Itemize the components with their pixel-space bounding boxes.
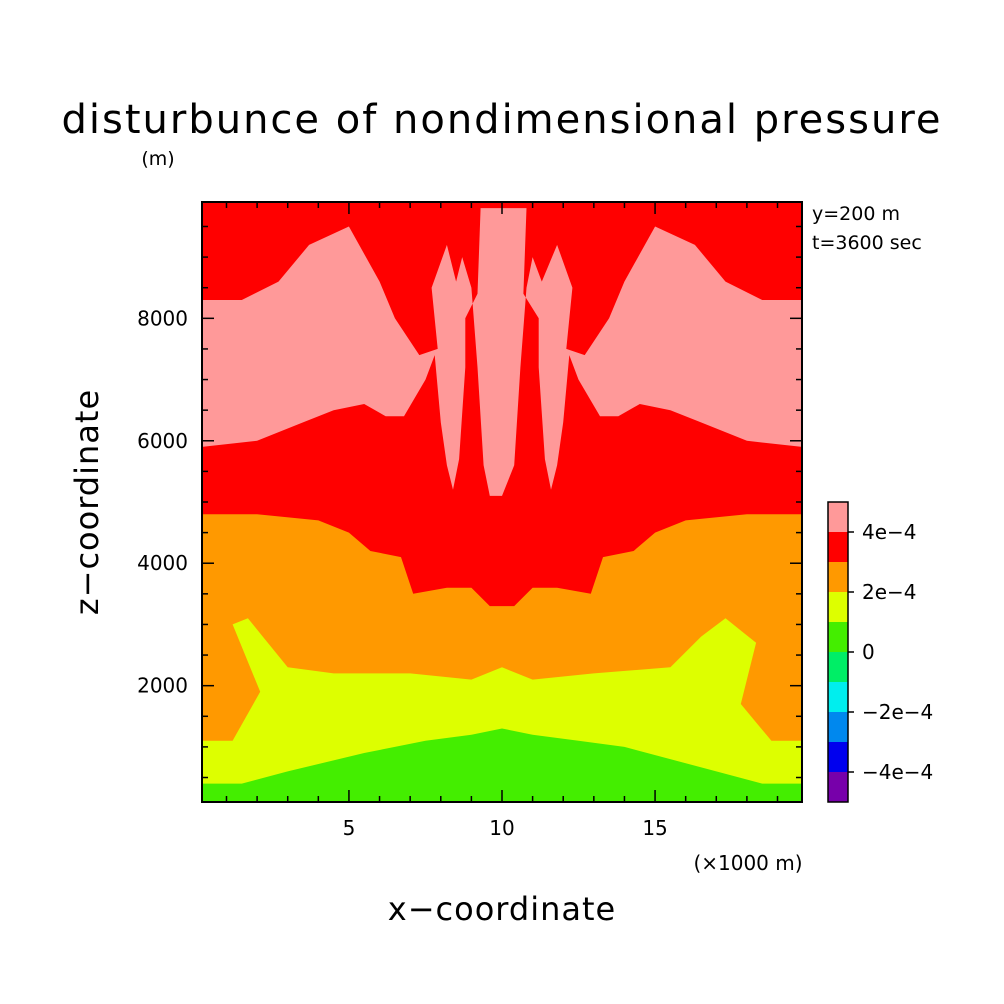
x-tick-label: 15	[642, 816, 667, 840]
colorbar-swatch	[828, 742, 848, 772]
y-tick-label: 2000	[137, 674, 188, 698]
colorbar-swatch	[828, 592, 848, 622]
colorbar-swatch	[828, 652, 848, 682]
contour-band-above-4e-4	[202, 208, 802, 496]
colorbar-label: 4e−4	[862, 520, 917, 544]
colorbar-swatch	[828, 712, 848, 742]
plot-area: 5 10 15 2000 4000 6000 8000	[137, 201, 803, 840]
x-axis-label: x−coordinate	[388, 890, 616, 928]
colorbar-label: −2e−4	[862, 700, 933, 724]
y-tick-label: 4000	[137, 551, 188, 575]
x-tick-label: 5	[343, 816, 356, 840]
colorbar-swatch	[828, 532, 848, 562]
colorbar-swatch	[828, 622, 848, 652]
chart-title: disturbunce of nondimensional pressure	[62, 97, 943, 143]
x-tick-label: 10	[489, 816, 514, 840]
y-axis-label: z−coordinate	[68, 389, 106, 615]
y-unit-label: (m)	[141, 148, 174, 170]
colorbar-swatch	[828, 502, 848, 532]
colorbar: 4e−4 2e−4 0 −2e−4 −4e−4	[827, 501, 933, 803]
annotation-y: y=200 m	[812, 203, 900, 225]
colorbar-swatch	[828, 682, 848, 712]
colorbar-label: −4e−4	[862, 760, 933, 784]
colorbar-label: 2e−4	[862, 580, 917, 604]
y-tick-label: 8000	[137, 306, 188, 330]
colorbar-swatch	[828, 772, 848, 802]
annotation-t: t=3600 sec	[812, 232, 922, 254]
x-unit-label: (×1000 m)	[693, 851, 802, 875]
y-tick-label: 6000	[137, 429, 188, 453]
colorbar-swatch	[828, 562, 848, 592]
contour-band-0-to-1e-4	[202, 728, 802, 802]
colorbar-label: 0	[862, 640, 875, 664]
